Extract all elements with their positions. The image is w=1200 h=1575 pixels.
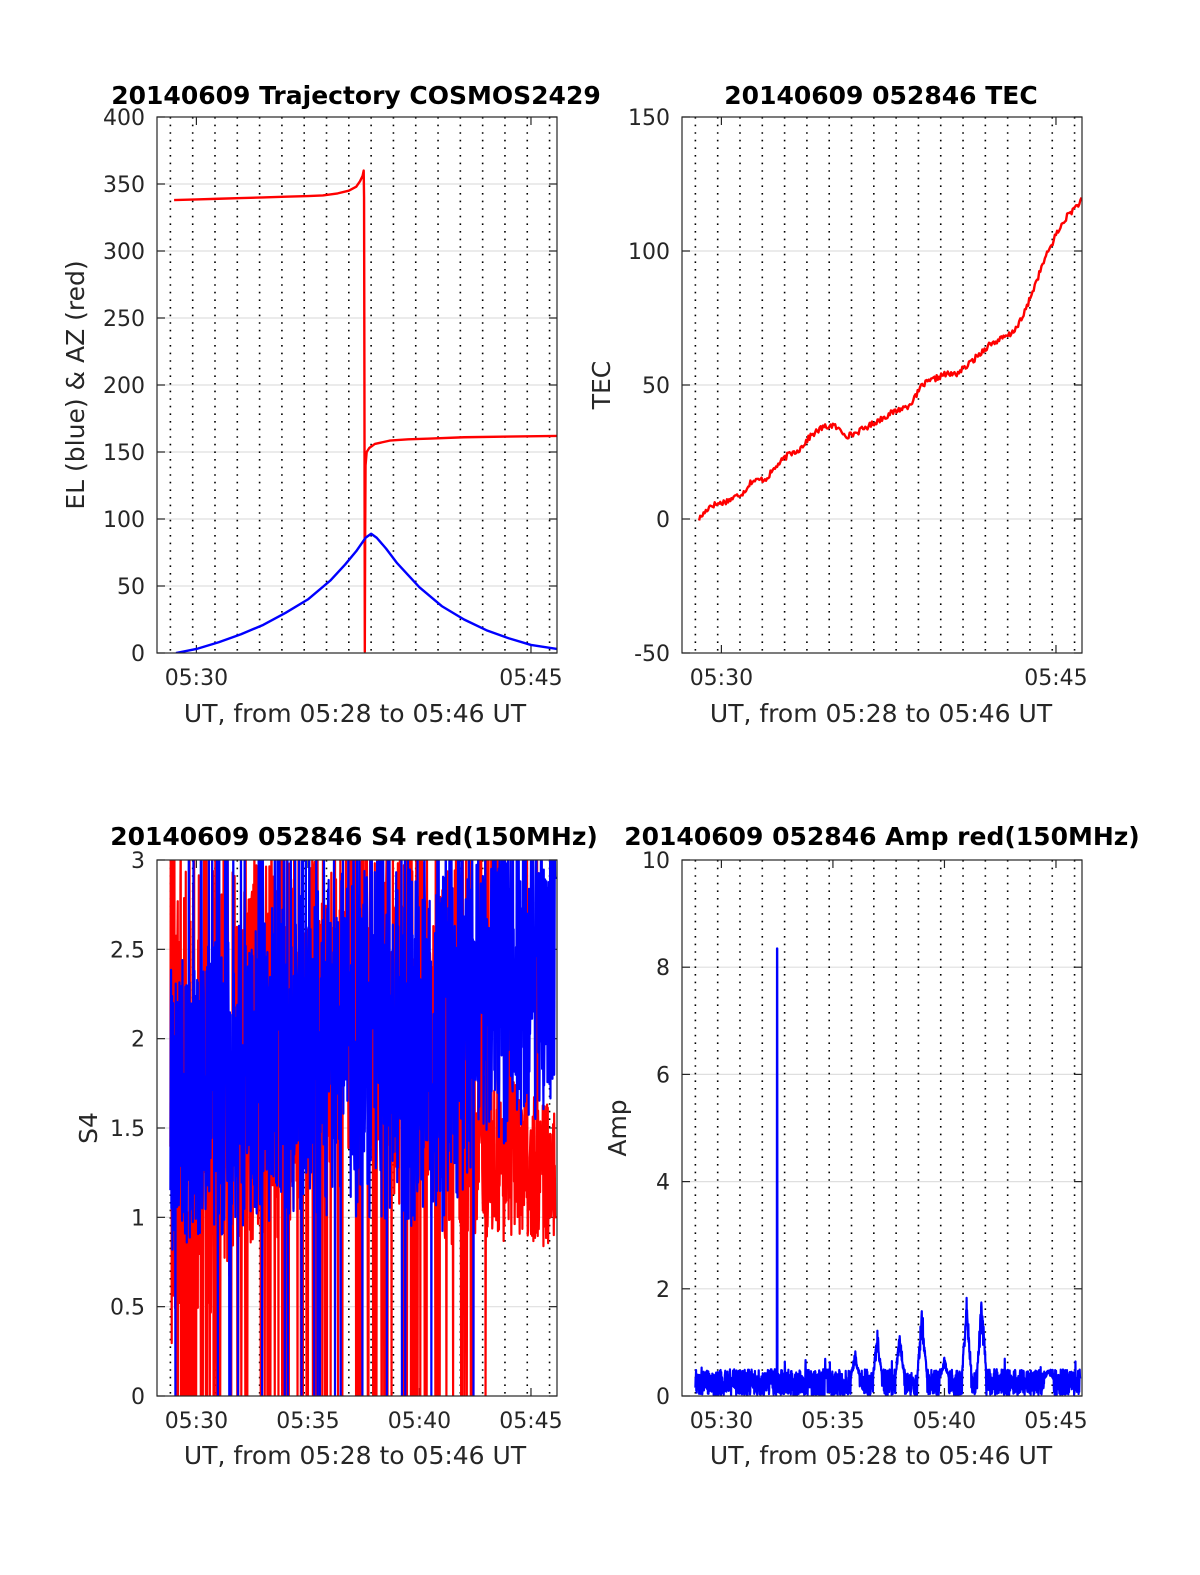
tec-panel: 20140609 052846 TEC UT, from 05:28 to 05… [587, 81, 1088, 728]
s4-panel: 20140609 052846 S4 red(150MHz) UT, from … [74, 822, 598, 1470]
s4-ytick-label: 0.5 [110, 1296, 145, 1321]
s4-xtick-label: 05:40 [388, 1409, 451, 1434]
trajectory-ytick-label: 250 [103, 307, 145, 332]
tec-ylabel: TEC [587, 361, 616, 411]
amp-xtick-label: 05:35 [801, 1409, 864, 1434]
tec-series-red [697, 197, 1082, 521]
amp-series-blue [694, 947, 1082, 1396]
s4-ytick-label: 3 [131, 849, 145, 874]
amp-xlabel: UT, from 05:28 to 05:46 UT [710, 1441, 1053, 1470]
s4-title: 20140609 052846 S4 red(150MHz) [110, 822, 598, 851]
trajectory-ytick-label: 100 [103, 508, 145, 533]
s4-ytick-label: 0 [131, 1385, 145, 1410]
trajectory-ytick-label: 400 [103, 106, 145, 131]
s4-ytick-label: 1 [131, 1206, 145, 1231]
amp-xtick-label: 05:30 [690, 1409, 753, 1434]
amp-panel: 20140609 052846 Amp red(150MHz) UT, from… [603, 822, 1140, 1470]
s4-plot-frame [156, 859, 558, 1397]
tec-xtick-label: 05:45 [1024, 666, 1087, 691]
s4-ytick-label: 2 [131, 1028, 145, 1053]
amp-ytick-label: 2 [656, 1278, 670, 1303]
s4-xtick-label: 05:45 [499, 1409, 562, 1434]
amp-ytick-label: 0 [656, 1385, 670, 1410]
s4-ytick-label: 2.5 [110, 938, 145, 963]
tec-title: 20140609 052846 TEC [724, 81, 1037, 110]
amp-ytick-label: 6 [656, 1063, 670, 1088]
amp-xtick-label: 05:45 [1024, 1409, 1087, 1434]
trajectory-panel: 20140609 Trajectory COSMOS2429 UT, from … [61, 81, 601, 728]
trajectory-series-blue [175, 532, 557, 653]
amp-ytick-label: 10 [642, 849, 670, 874]
s4-ytick-label: 1.5 [110, 1117, 145, 1142]
trajectory-ytick-label: 200 [103, 374, 145, 399]
trajectory-title: 20140609 Trajectory COSMOS2429 [111, 81, 601, 110]
s4-xlabel: UT, from 05:28 to 05:46 UT [184, 1441, 527, 1470]
tec-ytick-label: 50 [642, 374, 670, 399]
tec-ytick-label: 150 [628, 106, 670, 131]
amp-ytick-label: 4 [656, 1171, 670, 1196]
tec-plot-frame [681, 116, 1083, 654]
trajectory-ytick-label: 150 [103, 441, 145, 466]
tec-xlabel: UT, from 05:28 to 05:46 UT [710, 699, 1053, 728]
trajectory-ylabel: EL (blue) & AZ (red) [61, 260, 90, 509]
amp-title: 20140609 052846 Amp red(150MHz) [624, 822, 1140, 851]
trajectory-ytick-label: 50 [117, 575, 145, 600]
trajectory-xlabel: UT, from 05:28 to 05:46 UT [184, 699, 527, 728]
s4-ylabel: S4 [74, 1112, 103, 1144]
trajectory-ytick-label: 350 [103, 173, 145, 198]
tec-ytick-label: 0 [656, 508, 670, 533]
trajectory-series-red [174, 169, 557, 653]
trajectory-ytick-label: 0 [131, 642, 145, 667]
amp-plot-frame [681, 859, 1083, 1397]
amp-ylabel: Amp [603, 1099, 632, 1156]
s4-xtick-label: 05:35 [276, 1409, 339, 1434]
tec-xtick-label: 05:30 [690, 666, 753, 691]
tec-ytick-label: -50 [634, 642, 670, 667]
trajectory-ytick-label: 300 [103, 240, 145, 265]
trajectory-xtick-label: 05:30 [165, 666, 228, 691]
trajectory-plot-frame [156, 116, 558, 654]
amp-xtick-label: 05:40 [913, 1409, 976, 1434]
s4-series-blue [169, 860, 557, 1396]
s4-xtick-label: 05:30 [165, 1409, 228, 1434]
trajectory-xtick-label: 05:45 [499, 666, 562, 691]
amp-ytick-label: 8 [656, 956, 670, 981]
tec-ytick-label: 100 [628, 240, 670, 265]
